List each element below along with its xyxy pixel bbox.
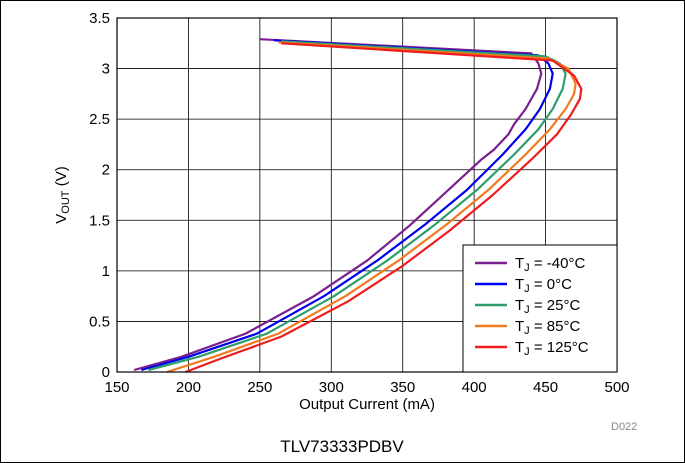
legend-label-rest: = 85°C [530, 318, 581, 335]
x-tick-label: 300 [319, 379, 344, 396]
y-axis-label-main: V [53, 214, 70, 224]
y-tick-label: 3 [102, 61, 110, 78]
x-tick-label: 350 [390, 379, 415, 396]
legend-label-1: TJ = 0°C [515, 276, 572, 295]
x-tick-labels: 150 200 250 300 350 400 450 500 [104, 379, 629, 396]
legend-label-3: TJ = 85°C [515, 318, 580, 337]
y-axis-label: VOUT (V) [53, 166, 72, 223]
y-tick-label: 2 [102, 162, 110, 179]
x-axis-label: Output Current (mA) [299, 396, 435, 413]
legend-label-rest: = 125°C [530, 339, 589, 356]
x-tick-label: 400 [462, 379, 487, 396]
legend-label-sub: J [524, 325, 530, 337]
y-axis-label-sub: OUT [60, 190, 72, 214]
y-tick-label: 3.5 [89, 10, 110, 27]
legend-label-rest: = -40°C [530, 255, 586, 272]
legend-label-sub: J [524, 283, 530, 295]
legend-label-main: T [515, 318, 524, 335]
legend-label-sub: J [524, 346, 530, 358]
y-tick-label: 0.5 [89, 313, 110, 330]
y-tick-label: 0 [102, 364, 110, 381]
legend-label-main: T [515, 297, 524, 314]
legend-label-main: T [515, 339, 524, 356]
y-tick-label: 1 [102, 263, 110, 280]
y-axis-label-unit: (V) [53, 166, 70, 190]
x-tick-label: 150 [104, 379, 129, 396]
chart-caption: TLV73333PDBV [280, 437, 404, 456]
series-line-0 [133, 38, 543, 372]
legend-label-sub: J [524, 304, 530, 316]
x-tick-label: 200 [176, 379, 201, 396]
legend-box [462, 244, 618, 373]
legend-label-rest: = 0°C [530, 276, 572, 293]
plot-border [116, 17, 618, 373]
figure-id: D022 [611, 421, 637, 433]
legend-label-main: T [515, 276, 524, 293]
series-line-4 [185, 42, 583, 374]
y-tick-label: 1.5 [89, 212, 110, 229]
legend-label-2: TJ = 25°C [515, 297, 580, 316]
y-tick-labels: 0 0.5 1 1.5 2 2.5 3 3.5 [89, 10, 110, 381]
x-tick-label: 500 [604, 379, 629, 396]
legend-label-rest: = 25°C [530, 297, 581, 314]
legend-label-main: T [515, 255, 524, 272]
x-tick-label: 250 [247, 379, 272, 396]
x-tick-label: 450 [533, 379, 558, 396]
legend-label-0: TJ = -40°C [515, 255, 585, 274]
legend-label-sub: J [524, 262, 530, 274]
y-tick-label: 2.5 [89, 111, 110, 128]
series-lines [133, 38, 583, 374]
legend: TJ = -40°CTJ = 0°CTJ = 25°CTJ = 85°CTJ =… [462, 244, 618, 373]
legend-label-4: TJ = 125°C [515, 339, 589, 358]
series-line-1 [141, 39, 554, 372]
